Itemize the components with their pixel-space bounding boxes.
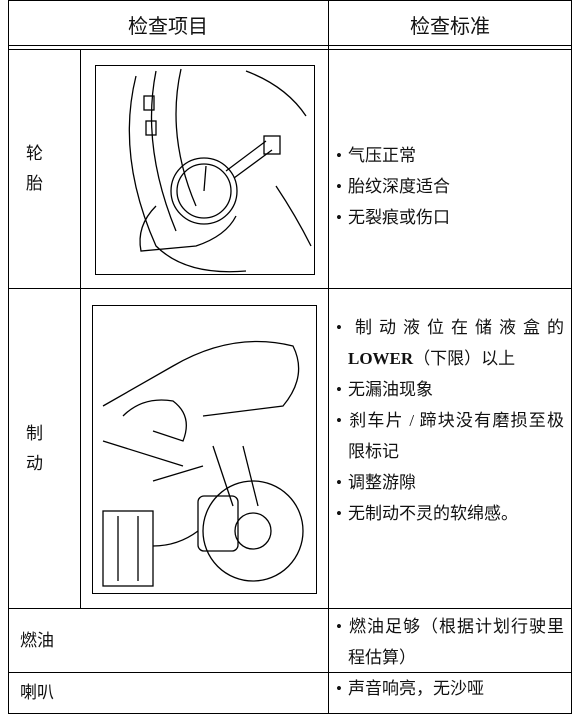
rule	[571, 0, 572, 714]
illustration	[128, 68, 312, 273]
tire-illustration	[95, 65, 315, 275]
item-text: 制动	[26, 423, 43, 473]
text: （下限）以上	[413, 349, 516, 368]
rule	[80, 49, 81, 608]
criterion: 气压正常	[336, 140, 564, 171]
rule	[8, 672, 572, 673]
item-label: 轮胎	[8, 50, 80, 288]
item-text: 燃油	[20, 630, 54, 650]
header-cell: 检查标准	[410, 16, 490, 38]
criterion: 声音响亮，无沙哑	[336, 673, 564, 704]
criteria: 燃油足够（根据计划行驶里程估算）	[336, 611, 564, 673]
item-label: 燃油	[8, 609, 328, 672]
item-label: 制动	[8, 289, 80, 608]
criterion: 燃油足够（根据计划行驶里程估算）	[336, 611, 564, 673]
item-text: 喇叭	[20, 683, 54, 702]
header-cell: 检查项目	[128, 16, 208, 38]
criteria: 制动液位在储液盒的 LOWER（下限）以上无漏油现象刹车片 / 蹄块没有磨损至极限…	[336, 312, 564, 529]
item-text: 轮胎	[26, 144, 43, 193]
criterion: 调整游隙	[336, 467, 564, 498]
rule	[328, 0, 329, 714]
rule	[8, 0, 572, 1]
criterion: 制动液位在储液盒的 LOWER（下限）以上	[336, 312, 564, 374]
rule	[8, 45, 572, 46]
rule	[8, 49, 572, 50]
criterion: 无漏油现象	[336, 374, 564, 405]
criterion: 无制动不灵的软绵感。	[336, 498, 564, 529]
illustration	[102, 340, 304, 587]
criteria: 声音响亮，无沙哑	[336, 673, 564, 704]
brake-illustration	[92, 305, 317, 594]
criterion: 刹车片 / 蹄块没有磨损至极限标记	[336, 405, 564, 467]
rule	[8, 288, 572, 289]
criteria: 气压正常胎纹深度适合无裂痕或伤口	[336, 140, 564, 233]
criterion: 胎纹深度适合	[336, 171, 564, 202]
criterion: 无裂痕或伤口	[336, 202, 564, 233]
rule	[8, 608, 572, 609]
rule	[8, 0, 9, 714]
bold-text: LOWER	[348, 349, 414, 368]
text: 制动液位在储液盒的	[348, 318, 564, 337]
item-label: 喇叭	[8, 673, 328, 713]
